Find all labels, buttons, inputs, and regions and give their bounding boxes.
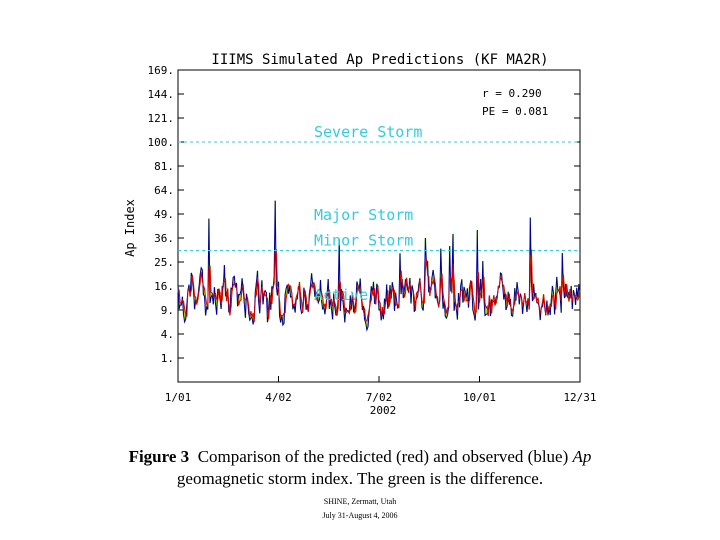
caption-ap: Ap [572,447,592,466]
y-axis: 169. 144. 121. 100. 81. 64. 49. 36. 25. 16. 9. 4. 1. [148,64,580,365]
y-axis-label: Ap Index [123,199,137,257]
x-tick-label: 4/02 [265,391,292,404]
caption-text-1: Comparison of the predicted (red) and ob… [197,447,569,466]
x-tick-label: 10/01 [463,391,496,404]
x-tick-label: 1/01 [165,391,192,404]
series-lines [177,200,581,332]
chart-title: IIIMS Simulated Ap Predictions (KF MA2R) [211,52,548,68]
y-tick-label: 144. [148,88,175,101]
ap-chart: IIIMS Simulated Ap Predictions (KF MA2R)… [123,52,597,417]
stat-pe: PE = 0.081 [482,105,548,118]
observed-line [177,200,581,332]
y-tick-label: 9. [161,304,174,317]
y-tick-label: 4. [161,328,174,341]
y-tick-label: 121. [148,112,175,125]
y-tick-label: 100. [148,136,175,149]
threshold-label: Minor Storm [314,232,413,250]
footer-venue: SHINE, Zermatt, Utah [323,497,397,506]
y-tick-label: 64. [154,184,174,197]
x-tick-label: 7/02 [366,391,393,404]
threshold-lines: Severe Storm Minor Storm [178,123,580,252]
y-tick-label: 36. [154,232,174,245]
y-tick-label: 1. [161,352,174,365]
x-axis: 1/01 4/02 7/02 10/01 12/31 [165,376,597,404]
caption-text-2: geomagnetic storm index. The green is th… [176,469,544,488]
predicted-line [177,249,581,323]
y-tick-label: 169. [148,64,175,77]
caption-figure-label: Figure 3 [128,447,190,466]
zone-label-active: Active [314,286,368,304]
x-axis-label: 2002 [370,404,397,417]
y-tick-label: 16. [154,280,174,293]
y-tick-label: 81. [154,160,174,173]
y-tick-label: 25. [154,256,174,269]
stat-r: r = 0.290 [482,87,542,100]
zone-label-major: Major Storm [314,206,413,224]
footer-dates: July 31-August 4, 2006 [322,511,398,520]
y-tick-label: 49. [154,208,174,221]
x-tick-label: 12/31 [563,391,596,404]
threshold-label: Severe Storm [314,123,422,141]
figure-caption: Figure 3 Comparison of the predicted (re… [70,446,650,490]
